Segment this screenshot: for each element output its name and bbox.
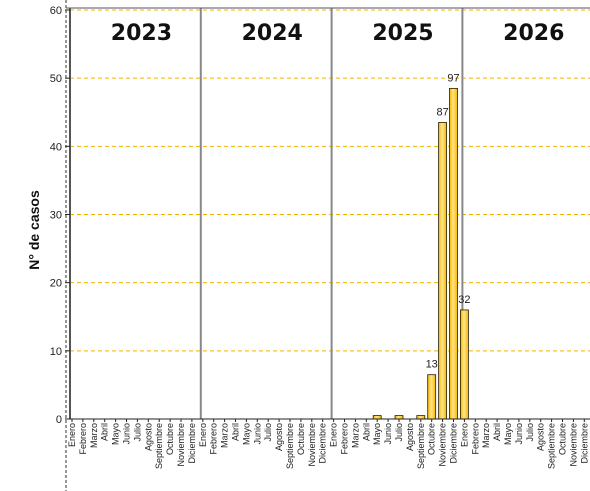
- x-tick-label: Febrero: [78, 423, 88, 455]
- data-label: 13: [426, 359, 438, 371]
- x-tick-label: Septiembre: [416, 423, 426, 469]
- x-tick-label: Noviembre: [176, 423, 186, 467]
- x-tick-label: Noviembre: [307, 423, 317, 467]
- x-tick-label: Octubre: [427, 423, 437, 455]
- x-tick-label: Septiembre: [285, 423, 295, 469]
- x-tick-label: Julio: [132, 423, 142, 442]
- bar: [372, 415, 382, 420]
- y-tick-label: 20: [50, 278, 62, 290]
- x-tick-label: Septiembre: [154, 423, 164, 469]
- x-tick-label: Julio: [394, 423, 404, 442]
- x-tick-label: Junio: [252, 423, 262, 445]
- bar: [449, 87, 458, 420]
- x-tick-label: Abril: [231, 423, 241, 441]
- bar: [427, 374, 437, 420]
- x-tick-label: Junio: [122, 423, 132, 445]
- x-tick-label: Julio: [525, 423, 535, 442]
- x-tick-label: Marzo: [481, 423, 491, 448]
- x-tick-label: Marzo: [220, 423, 230, 448]
- year-label: 2023: [111, 21, 172, 46]
- data-label: 87: [436, 106, 448, 118]
- y-tick-label: 50: [50, 73, 62, 85]
- y-tick-label: 30: [50, 210, 62, 222]
- y-axis-label: N° de casos: [26, 190, 42, 270]
- x-tick-label: Abril: [492, 423, 502, 441]
- x-tick-label: Abril: [361, 423, 371, 441]
- x-tick-label: Febrero: [340, 423, 350, 455]
- year-label: 2026: [503, 21, 564, 46]
- bar: [438, 122, 448, 420]
- x-tick-label: Diciembre: [187, 423, 197, 464]
- x-tick-label: Junio: [514, 423, 524, 445]
- x-tick-label: Enero: [198, 423, 208, 447]
- y-tick-label: 0: [56, 414, 62, 426]
- x-tick-label: Agosto: [274, 423, 284, 451]
- x-tick-label: Febrero: [470, 423, 480, 455]
- x-tick-label: Noviembre: [438, 423, 448, 467]
- x-tick-label: Agosto: [405, 423, 415, 451]
- x-tick-label: Noviembre: [568, 423, 578, 467]
- x-tick-label: Diciembre: [449, 423, 459, 464]
- x-tick-label: Octubre: [296, 423, 306, 455]
- x-tick-label: Septiembre: [547, 423, 557, 469]
- grid-layer: [70, 9, 590, 352]
- x-tick-label: Agosto: [536, 423, 546, 451]
- year-separators: [69, 8, 464, 419]
- bar-layer: [372, 87, 469, 420]
- data-label: 97: [447, 72, 459, 84]
- x-tick-label: Mayo: [503, 423, 513, 445]
- x-tick-label: Julio: [263, 423, 273, 442]
- year-label: 2025: [372, 21, 433, 46]
- x-tick-label: Diciembre: [579, 423, 589, 464]
- bar: [459, 309, 469, 420]
- bar: [394, 415, 404, 420]
- x-tick-label: Febrero: [209, 423, 219, 455]
- data-label: 32: [458, 294, 470, 306]
- axis-layer: [65, 0, 590, 491]
- x-tick-label: Enero: [459, 423, 469, 447]
- x-tick-label: Mayo: [111, 423, 121, 445]
- x-tick-label: Enero: [67, 423, 77, 447]
- y-tick-label: 60: [50, 5, 62, 17]
- x-tick-label: Mayo: [241, 423, 251, 445]
- x-tick-label: Enero: [329, 423, 339, 447]
- x-tick-label: Abril: [100, 423, 110, 441]
- x-tick-label: Octubre: [165, 423, 175, 455]
- x-tick-label: Marzo: [89, 423, 99, 448]
- y-tick-label: 10: [50, 346, 62, 358]
- x-tick-label: Diciembre: [318, 423, 328, 464]
- x-tick-label: Mayo: [372, 423, 382, 445]
- year-label: 2024: [242, 21, 303, 46]
- bar: [416, 415, 426, 420]
- x-tick-label: Junio: [383, 423, 393, 445]
- x-tick-label: Octubre: [558, 423, 568, 455]
- x-tick-label: Marzo: [350, 423, 360, 448]
- y-tick-label: 40: [50, 141, 62, 153]
- x-tick-label: Agosto: [143, 423, 153, 451]
